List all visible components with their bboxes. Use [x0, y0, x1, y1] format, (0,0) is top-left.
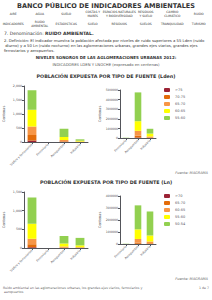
svg-text:Y SUELO: Y SUELO — [139, 14, 152, 18]
svg-text:diurno) y a 50 Ln (ruido noctu: diurno) y a 50 Ln (ruido nocturno) en la… — [4, 42, 199, 48]
svg-text:7. Denominación:: 7. Denominación: — [4, 31, 45, 36]
svg-text:500000: 500000 — [106, 88, 118, 92]
svg-text:AGUA: AGUA — [35, 12, 45, 16]
svg-text:Aeropuertos: Aeropuertos — [124, 244, 140, 260]
svg-text:SUELOS: SUELOS — [140, 22, 152, 26]
svg-text:NIVELES SONOROS DE LAS AGLOMER: NIVELES SONOROS DE LAS AGLOMERACIONES UR… — [36, 55, 177, 60]
svg-text:>75: >75 — [175, 88, 182, 92]
svg-text:200000: 200000 — [106, 117, 118, 121]
svg-text:0: 0 — [116, 136, 118, 140]
svg-text:Fuente: MAGRAMA: Fuente: MAGRAMA — [175, 171, 208, 175]
svg-text:65-70: 65-70 — [175, 102, 185, 106]
svg-text:INDICADORES LDEN Y LNOCHE (exp: INDICADORES LDEN Y LNOCHE (expresado en … — [52, 62, 160, 67]
svg-text:RESIDUOS: RESIDUOS — [111, 22, 127, 26]
svg-text:Ferroviario: Ferroviario — [113, 138, 128, 153]
svg-text:TRANQUILIDAD: TRANQUILIDAD — [160, 22, 184, 26]
svg-text:1 de 7: 1 de 7 — [199, 286, 209, 290]
svg-text:60-65: 60-65 — [175, 208, 185, 212]
svg-text:300000: 300000 — [106, 107, 118, 111]
svg-text:2. Definición: El indicador mu: 2. Definición: El indicador muestra la p… — [4, 37, 205, 43]
svg-text:Centenas: Centenas — [2, 212, 6, 229]
svg-text:COSTAS Y: COSTAS Y — [85, 10, 101, 14]
svg-text:Ferroviario: Ferroviario — [35, 142, 49, 156]
svg-text:0: 0 — [20, 246, 22, 250]
svg-text:>70: >70 — [175, 194, 182, 198]
svg-text:Fuente: MAGRAMA: Fuente: MAGRAMA — [175, 277, 208, 281]
svg-text:Industria: Industria — [139, 138, 151, 150]
svg-text:Aeropuertos: Aeropuertos — [50, 248, 66, 264]
svg-text:RUIDO: RUIDO — [194, 12, 204, 16]
svg-text:SUELO: SUELO — [61, 12, 72, 16]
svg-text:Centenas: Centenas — [2, 106, 6, 123]
svg-text:Y BIODIVERSIDAD: Y BIODIVERSIDAD — [106, 14, 133, 18]
svg-text:POBLACIÓN EXPUESTA POR TIPO DE: POBLACIÓN EXPUESTA POR TIPO DE FUENTE (L… — [37, 73, 176, 79]
svg-text:Aeropuertos: Aeropuertos — [124, 138, 140, 154]
svg-text:100000: 100000 — [106, 230, 118, 234]
svg-text:aeropuertos: aeropuertos — [3, 290, 24, 294]
svg-text:CLIMÁTICO: CLIMÁTICO — [164, 14, 181, 18]
svg-text:400000: 400000 — [106, 98, 118, 102]
svg-text:55-60: 55-60 — [175, 215, 185, 219]
svg-text:RUIDO AMBIENTAL.: RUIDO AMBIENTAL. — [45, 31, 94, 36]
svg-text:55-60: 55-60 — [175, 116, 185, 120]
svg-text:Industria: Industria — [69, 248, 81, 260]
svg-text:Ruido ambiental en las aglomer: Ruido ambiental en las aglomeraciones ur… — [3, 286, 142, 290]
svg-text:INDICADORES: INDICADORES — [3, 22, 24, 26]
svg-text:ESTADÍSTICAS: ESTADÍSTICAS — [56, 22, 77, 26]
svg-text:CAMBIO: CAMBIO — [166, 10, 179, 14]
svg-text:BANCO PÚBLICO DE INDICADORES A: BANCO PÚBLICO DE INDICADORES AMBIENTALES — [17, 1, 195, 10]
svg-text:Centenas: Centenas — [98, 212, 102, 229]
svg-text:AMBIENTAL: AMBIENTAL — [31, 24, 48, 28]
svg-text:1,500: 1,500 — [13, 98, 22, 102]
svg-text:200000: 200000 — [106, 218, 118, 222]
svg-text:500: 500 — [16, 126, 22, 130]
svg-text:60-65: 60-65 — [175, 109, 185, 113]
svg-text:AIRE: AIRE — [10, 12, 17, 16]
svg-text:2,000: 2,000 — [13, 84, 22, 88]
svg-text:Tráfico y ferroviarios: Tráfico y ferroviarios — [8, 142, 33, 167]
svg-text:1,000: 1,000 — [13, 112, 22, 116]
svg-text:Ferroviario: Ferroviario — [113, 244, 128, 259]
svg-text:Industria: Industria — [69, 142, 81, 154]
svg-text:1,000: 1,000 — [13, 209, 22, 213]
svg-text:MARES: MARES — [87, 14, 98, 18]
svg-text:1,500: 1,500 — [13, 190, 22, 194]
svg-text:Ferroviario: Ferroviario — [35, 248, 49, 262]
svg-text:ESPACIOS NATURALES: ESPACIOS NATURALES — [102, 10, 136, 14]
svg-text:Centenas: Centenas — [98, 106, 102, 123]
svg-text:65-70: 65-70 — [175, 201, 185, 205]
svg-text:70-75: 70-75 — [175, 95, 185, 99]
svg-text:ferroviarios y aeropuertos.: ferroviarios y aeropuertos. — [4, 48, 54, 53]
svg-text:RESIDUOS: RESIDUOS — [138, 10, 154, 14]
svg-text:300000: 300000 — [106, 206, 118, 210]
svg-text:SUELO: SUELO — [88, 22, 99, 26]
svg-text:400000: 400000 — [106, 194, 118, 198]
svg-text:Aeropuertos: Aeropuertos — [50, 142, 66, 158]
svg-text:50-54: 50-54 — [175, 222, 186, 226]
svg-text:TURISMO: TURISMO — [191, 22, 206, 26]
svg-text:Industria: Industria — [139, 244, 151, 256]
svg-text:100000: 100000 — [106, 127, 118, 131]
svg-text:500: 500 — [16, 227, 22, 231]
svg-text:RUIDO: RUIDO — [34, 20, 45, 24]
svg-text:0: 0 — [116, 242, 118, 246]
svg-text:0: 0 — [20, 140, 22, 144]
svg-text:POBLACIÓN EXPUESTA POR TIPO DE: POBLACIÓN EXPUESTA POR TIPO DE FUENTE (L… — [40, 179, 172, 185]
svg-text:Tráfico y ferroviarios: Tráfico y ferroviarios — [8, 248, 33, 273]
